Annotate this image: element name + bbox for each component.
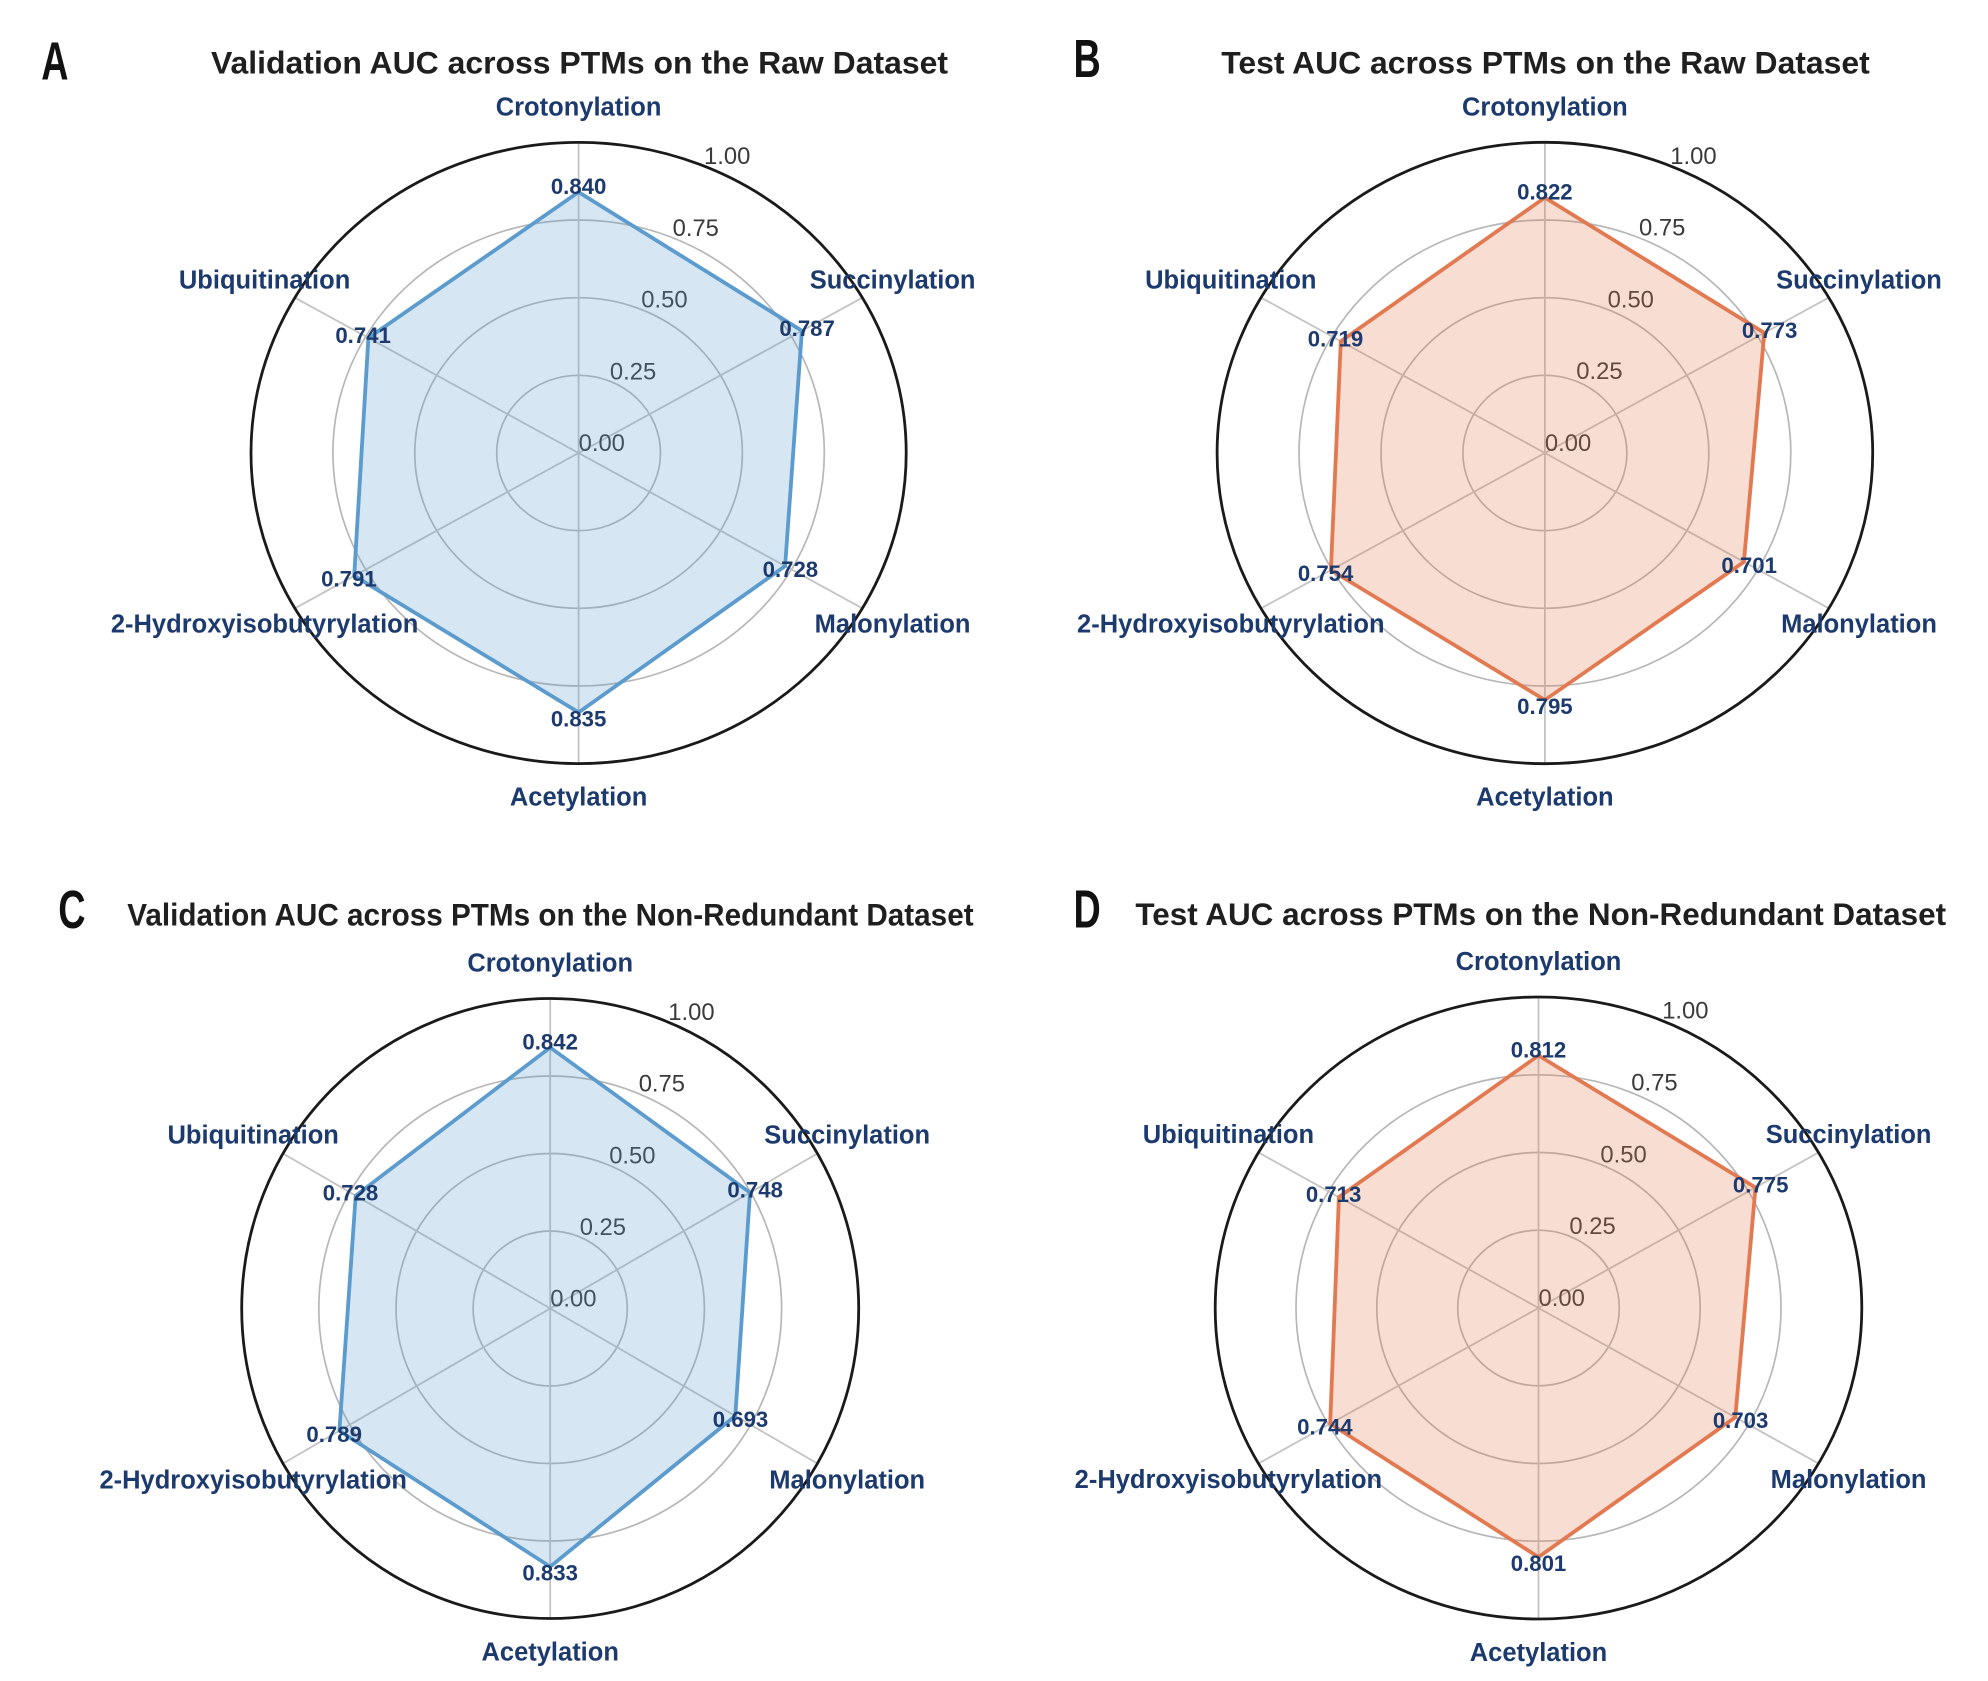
- svg-text:Acetylation: Acetylation: [1476, 784, 1613, 812]
- svg-text:0.728: 0.728: [323, 1181, 379, 1206]
- svg-text:Validation AUC across PTMs on: Validation AUC across PTMs on the Non-Re…: [127, 897, 974, 933]
- svg-text:0.754: 0.754: [1298, 561, 1354, 586]
- svg-text:0.00: 0.00: [1545, 430, 1591, 457]
- svg-text:0.75: 0.75: [639, 1071, 685, 1098]
- svg-text:0.773: 0.773: [1742, 318, 1798, 343]
- svg-text:D: D: [1074, 879, 1101, 939]
- svg-text:0.728: 0.728: [763, 557, 819, 582]
- svg-text:0.75: 0.75: [1639, 215, 1685, 242]
- svg-text:Malonylation: Malonylation: [769, 1466, 925, 1494]
- svg-text:Ubiquitination: Ubiquitination: [1145, 267, 1316, 295]
- svg-text:0.789: 0.789: [306, 1422, 362, 1447]
- svg-text:0.713: 0.713: [1306, 1182, 1362, 1207]
- svg-text:Acetylation: Acetylation: [1470, 1639, 1607, 1667]
- svg-text:2-Hydroxyisobutyrylation: 2-Hydroxyisobutyrylation: [111, 610, 418, 638]
- svg-text:0.840: 0.840: [551, 174, 607, 199]
- svg-text:0.693: 0.693: [713, 1407, 769, 1432]
- svg-text:1.00: 1.00: [1662, 998, 1708, 1025]
- svg-text:0.835: 0.835: [551, 706, 607, 731]
- svg-text:0.775: 0.775: [1733, 1173, 1789, 1198]
- svg-text:0.833: 0.833: [522, 1561, 578, 1586]
- svg-text:0.701: 0.701: [1721, 553, 1777, 578]
- svg-text:Validation AUC across PTMs on: Validation AUC across PTMs on the Raw Da…: [211, 45, 948, 81]
- svg-text:0.801: 0.801: [1511, 1551, 1567, 1576]
- svg-text:0.25: 0.25: [580, 1214, 626, 1241]
- svg-text:0.25: 0.25: [1576, 358, 1622, 385]
- svg-text:C: C: [58, 879, 85, 939]
- svg-text:2-Hydroxyisobutyrylation: 2-Hydroxyisobutyrylation: [99, 1466, 406, 1494]
- svg-text:A: A: [41, 31, 68, 91]
- svg-text:Ubiquitination: Ubiquitination: [179, 267, 350, 295]
- svg-text:0.75: 0.75: [1631, 1070, 1677, 1097]
- svg-text:Malonylation: Malonylation: [815, 610, 971, 638]
- svg-text:0.00: 0.00: [579, 430, 625, 457]
- svg-text:Acetylation: Acetylation: [481, 1639, 618, 1667]
- svg-text:Crotonylation: Crotonylation: [1456, 948, 1622, 976]
- svg-text:B: B: [1074, 29, 1101, 89]
- svg-text:0.50: 0.50: [1600, 1141, 1646, 1168]
- svg-text:Succinylation: Succinylation: [1776, 267, 1942, 295]
- svg-text:0.50: 0.50: [641, 287, 687, 314]
- svg-text:Malonylation: Malonylation: [1781, 610, 1937, 638]
- svg-text:Crotonylation: Crotonylation: [467, 950, 633, 978]
- svg-text:Ubiquitination: Ubiquitination: [1143, 1121, 1314, 1149]
- svg-text:0.741: 0.741: [335, 323, 391, 348]
- svg-text:2-Hydroxyisobutyrylation: 2-Hydroxyisobutyrylation: [1075, 1466, 1382, 1494]
- svg-text:Succinylation: Succinylation: [810, 267, 976, 295]
- svg-text:Crotonylation: Crotonylation: [1462, 93, 1628, 121]
- svg-text:Succinylation: Succinylation: [1766, 1121, 1932, 1149]
- svg-text:0.791: 0.791: [321, 567, 377, 592]
- svg-text:0.50: 0.50: [1608, 287, 1654, 314]
- svg-text:1.00: 1.00: [704, 143, 750, 170]
- svg-text:0.787: 0.787: [779, 316, 835, 341]
- svg-text:Test AUC across PTMs on the No: Test AUC across PTMs on the Non-Redundan…: [1135, 896, 1946, 932]
- svg-text:Test AUC across PTMs on the Ra: Test AUC across PTMs on the Raw Dataset: [1221, 45, 1870, 81]
- svg-text:0.00: 0.00: [550, 1286, 596, 1313]
- svg-text:1.00: 1.00: [1670, 143, 1716, 170]
- svg-text:0.795: 0.795: [1517, 694, 1573, 719]
- svg-text:0.744: 0.744: [1297, 1415, 1353, 1440]
- svg-text:Malonylation: Malonylation: [1771, 1466, 1927, 1494]
- svg-text:Acetylation: Acetylation: [510, 784, 647, 812]
- svg-text:2-Hydroxyisobutyrylation: 2-Hydroxyisobutyrylation: [1077, 610, 1384, 638]
- svg-text:0.719: 0.719: [1308, 326, 1364, 351]
- svg-text:0.75: 0.75: [673, 215, 719, 242]
- svg-text:1.00: 1.00: [668, 999, 714, 1026]
- svg-text:0.50: 0.50: [609, 1142, 655, 1169]
- svg-text:0.00: 0.00: [1539, 1285, 1585, 1312]
- svg-text:0.748: 0.748: [727, 1178, 783, 1203]
- svg-text:0.822: 0.822: [1517, 180, 1573, 205]
- svg-text:Succinylation: Succinylation: [764, 1122, 930, 1150]
- svg-text:0.842: 0.842: [522, 1030, 578, 1055]
- svg-text:0.25: 0.25: [1569, 1213, 1615, 1240]
- svg-text:Ubiquitination: Ubiquitination: [168, 1122, 339, 1150]
- svg-text:0.25: 0.25: [610, 358, 656, 385]
- svg-text:0.812: 0.812: [1511, 1038, 1567, 1063]
- svg-text:0.703: 0.703: [1713, 1408, 1769, 1433]
- svg-text:Crotonylation: Crotonylation: [496, 93, 662, 121]
